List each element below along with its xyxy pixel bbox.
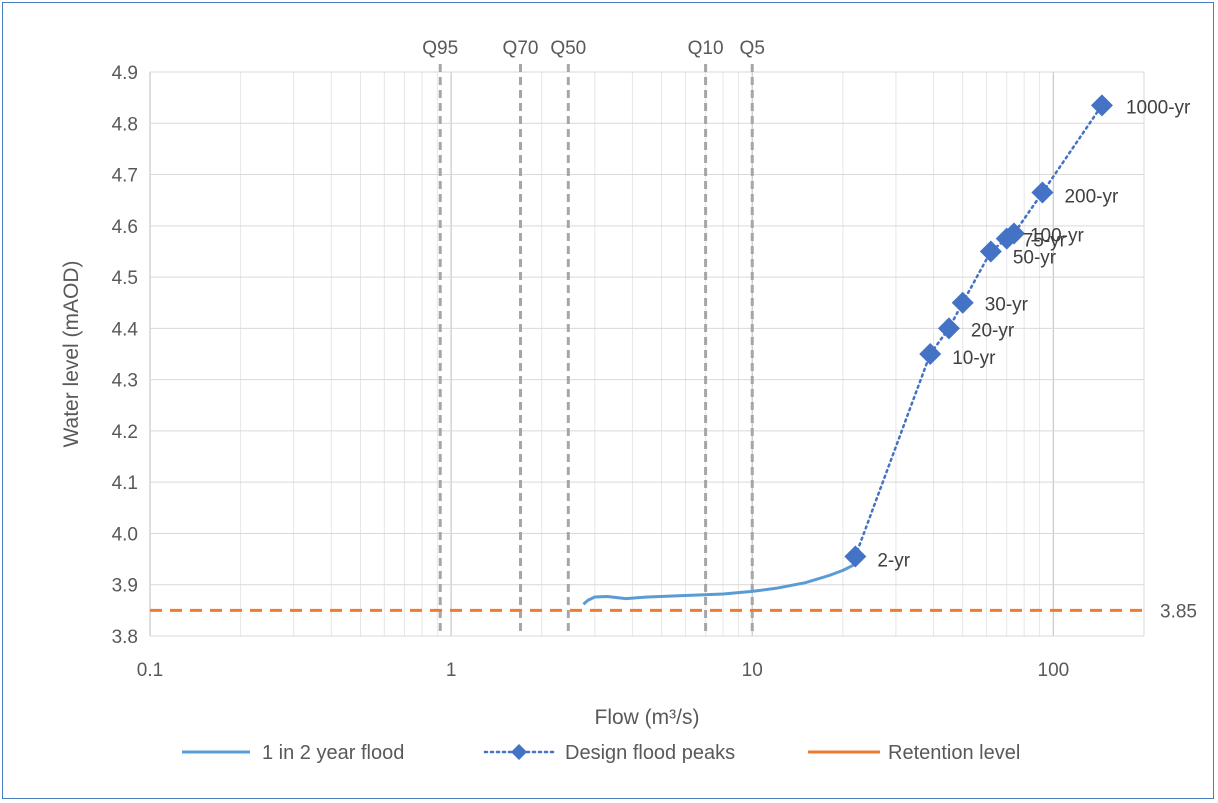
design-flood-peak-marker [1090, 94, 1113, 117]
design-flood-peak-marker [844, 545, 867, 568]
reference-line-label: Q5 [740, 38, 765, 59]
y-tick-label: 3.9 [112, 576, 138, 597]
y-tick-label: 4.2 [112, 422, 138, 443]
x-tick-label: 1 [446, 660, 457, 681]
legend-one-in-two-year-flood: 1 in 2 year flood [182, 742, 404, 764]
y-tick-label: 3.8 [112, 627, 138, 648]
design-flood-peak-label: 10-yr [952, 348, 996, 369]
legend-design-flood-peaks: Design flood peaks [483, 742, 735, 764]
design-flood-peak-label: 100-yr [1030, 226, 1085, 247]
y-axis-title: Water level (mAOD) [60, 260, 83, 447]
design-flood-peak-marker [1031, 181, 1054, 204]
retention-level-label: 3.85 [1160, 601, 1197, 622]
y-tick-label: 4.6 [112, 217, 138, 238]
design-flood-peak-marker [979, 240, 1002, 263]
legend-label: 1 in 2 year flood [262, 742, 404, 764]
axis-ticks: 0.1 1 10 100 3.8 3.9 4.0 4.1 4.2 4.3 4.4 4.5 4.6 4.7 4… [112, 63, 1070, 681]
design-flood-peak-label: 75-yr [1023, 231, 1067, 252]
y-tick-label: 4.4 [112, 319, 139, 340]
reference-line-label: Q10 [688, 38, 724, 59]
design-flood-peak-marker [937, 317, 960, 340]
reference-line-label: Q95 [422, 38, 458, 59]
y-tick-label: 4.8 [112, 114, 138, 135]
x-tick-label: 100 [1038, 660, 1070, 681]
reference-line-label: Q50 [550, 38, 586, 59]
x-tick-label: 10 [742, 660, 763, 681]
design-flood-peak-label: 50-yr [1013, 247, 1057, 268]
design-flood-peak-marker [1002, 222, 1025, 245]
y-tick-label: 4.7 [112, 166, 138, 187]
y-tick-label: 4.3 [112, 371, 138, 392]
reference-line-label: Q70 [503, 38, 539, 59]
series-layer [150, 94, 1144, 612]
design-flood-peak-label: 2-yr [877, 551, 910, 572]
design-flood-peak-marker [919, 343, 942, 365]
design-flood-peak-label: 20-yr [971, 320, 1015, 341]
y-tick-label: 4.1 [112, 473, 138, 494]
major-gridlines [149, 71, 1145, 637]
design-flood-peak-label: 30-yr [985, 295, 1029, 316]
legend: 1 in 2 year flood Design flood peaks Reten… [182, 742, 1020, 764]
design-flood-peak-label: 1000-yr [1126, 97, 1191, 118]
legend-retention-level: Retention level [808, 742, 1020, 764]
legend-label: Design flood peaks [565, 742, 735, 764]
x-tick-label: 0.1 [137, 660, 163, 681]
design-flood-peak-marker [951, 291, 974, 314]
reference-lines: Q95 Q70 Q50 Q10 Q5 [422, 38, 765, 636]
one-in-two-year-flood-line [582, 562, 856, 606]
legend-label: Retention level [888, 742, 1020, 764]
y-tick-label: 4.9 [112, 63, 138, 84]
design-flood-peak-label: 200-yr [1064, 186, 1119, 207]
x-axis-title: Flow (m³/s) [595, 706, 700, 729]
legend-swatch-marker [511, 744, 527, 760]
y-tick-label: 4.0 [112, 524, 138, 545]
y-tick-label: 4.5 [112, 268, 138, 289]
